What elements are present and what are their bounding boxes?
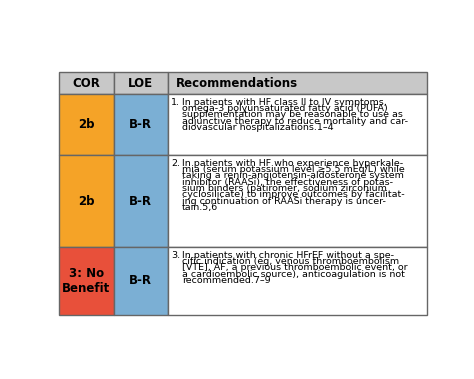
Text: B-R: B-R (129, 274, 152, 287)
Text: inhibitor (RAASi), the effectiveness of potas-: inhibitor (RAASi), the effectiveness of … (182, 178, 393, 187)
Text: COR: COR (73, 77, 100, 90)
Bar (114, 247, 168, 315)
Text: 2b: 2b (78, 194, 95, 208)
Text: taking a renin-angiotensin-aldosterone system: taking a renin-angiotensin-aldosterone s… (182, 171, 404, 180)
Text: sium binders (patiromer, sodium zirconium: sium binders (patiromer, sodium zirconiu… (182, 184, 387, 193)
Text: [VTE], AF, a previous thromboembolic event, or: [VTE], AF, a previous thromboembolic eve… (182, 263, 408, 273)
Bar (59, 247, 114, 315)
Text: cific indication (eg, venous thromboembolism: cific indication (eg, venous thromboembo… (182, 257, 399, 266)
Text: 2b: 2b (78, 118, 95, 131)
Text: tain.5,6: tain.5,6 (182, 203, 218, 212)
Bar (114, 72, 168, 94)
Text: ing continuation of RAASi therapy is uncer-: ing continuation of RAASi therapy is unc… (182, 197, 386, 206)
Bar (168, 94, 427, 155)
Text: supplementation may be reasonable to use as: supplementation may be reasonable to use… (182, 111, 403, 119)
Text: Recommendations: Recommendations (176, 77, 298, 90)
Text: 3.: 3. (171, 251, 180, 260)
Text: adjunctive therapy to reduce mortality and car-: adjunctive therapy to reduce mortality a… (182, 117, 408, 126)
Text: a cardioembolic source), anticoagulation is not: a cardioembolic source), anticoagulation… (182, 270, 405, 279)
Text: mia (serum potassium level ≥5.5 mEq/L) while: mia (serum potassium level ≥5.5 mEq/L) w… (182, 165, 405, 174)
Bar (59, 72, 114, 94)
Text: 2.: 2. (171, 158, 180, 168)
Bar (168, 247, 427, 315)
Bar (168, 155, 427, 247)
Bar (114, 155, 168, 247)
Bar (59, 155, 114, 247)
Text: cyclosilicate) to improve outcomes by facilitat-: cyclosilicate) to improve outcomes by fa… (182, 191, 405, 199)
Text: B-R: B-R (129, 118, 152, 131)
Bar (59, 94, 114, 155)
Text: B-R: B-R (129, 194, 152, 208)
Text: 3: No
Benefit: 3: No Benefit (62, 267, 110, 295)
Text: In patients with chronic HFrEF without a spe-: In patients with chronic HFrEF without a… (182, 251, 394, 260)
Text: LOE: LOE (128, 77, 154, 90)
Bar (168, 72, 427, 94)
Bar (114, 94, 168, 155)
Text: In patients with HF who experience hyperkale-: In patients with HF who experience hyper… (182, 158, 403, 168)
Text: omega-3 polyunsaturated fatty acid (PUFA): omega-3 polyunsaturated fatty acid (PUFA… (182, 104, 388, 113)
Text: 1.: 1. (171, 98, 180, 107)
Text: recommended.7–9: recommended.7–9 (182, 276, 271, 285)
Text: In patients with HF class II to IV symptoms,: In patients with HF class II to IV sympt… (182, 98, 387, 107)
Text: diovascular hospitalizations.1–4: diovascular hospitalizations.1–4 (182, 123, 334, 132)
